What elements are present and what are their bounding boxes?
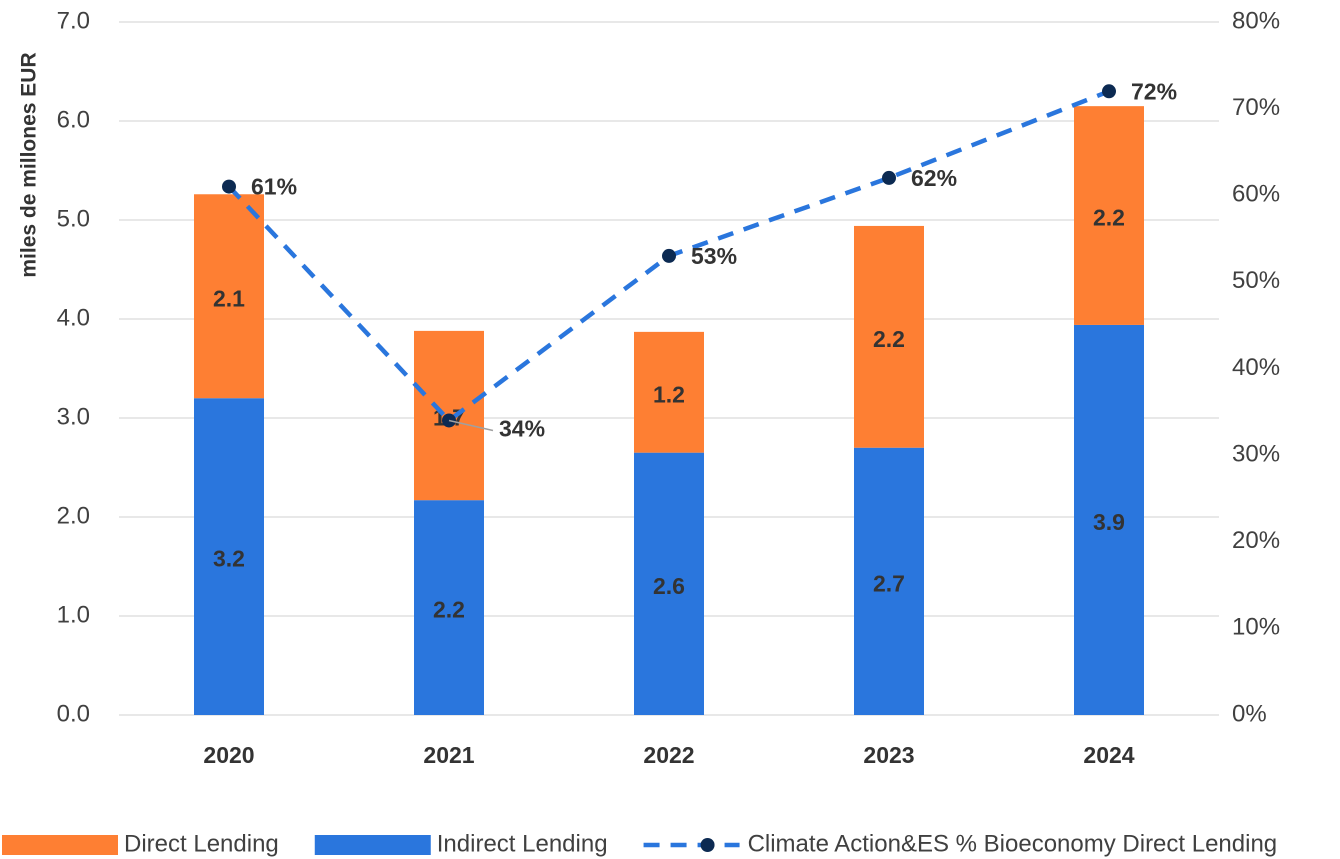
y-tick-label: 7.0: [57, 7, 90, 34]
data-label: 53%: [691, 243, 737, 269]
y2-tick-label: 40%: [1232, 354, 1280, 381]
bar: [854, 447, 924, 715]
line-marker: [1102, 84, 1116, 99]
legend-marker: [700, 838, 715, 852]
legend-label: Climate Action&ES % Bioeconomy Direct Le…: [748, 830, 1278, 857]
data-label: 72%: [1131, 78, 1177, 104]
bar: [1074, 324, 1144, 715]
y2-tick-label: 0%: [1232, 700, 1267, 727]
data-label: 62%: [911, 165, 957, 191]
y-tick-label: 5.0: [57, 205, 90, 232]
y2-tick-label: 70%: [1232, 94, 1280, 121]
y2-tick-label: 30%: [1232, 440, 1280, 467]
data-label: 2.2: [873, 326, 905, 352]
line-marker: [882, 170, 896, 185]
x-tick-label: 2024: [1083, 742, 1134, 768]
data-label: 2.6: [653, 573, 685, 599]
y-tick-label: 3.0: [57, 403, 90, 430]
line-marker: [662, 248, 676, 263]
x-tick-label: 2023: [863, 742, 914, 768]
legend-swatch: [314, 835, 431, 855]
x-tick-label: 2021: [423, 742, 474, 768]
data-label: 3.2: [213, 546, 245, 572]
bar: [194, 398, 264, 715]
y2-tick-label: 80%: [1232, 7, 1280, 34]
legend-swatch: [2, 835, 118, 855]
legend-label: Indirect Lending: [437, 830, 608, 857]
bar: [634, 452, 704, 715]
line-marker: [222, 179, 236, 194]
data-label: 34%: [499, 416, 545, 442]
data-label: 1.2: [653, 381, 685, 407]
bar: [414, 500, 484, 715]
y2-tick-label: 60%: [1232, 181, 1280, 208]
bar: [634, 331, 704, 453]
data-label: 2.7: [873, 570, 905, 596]
y-axis-label: miles de millones EUR: [18, 52, 41, 277]
y-tick-label: 6.0: [57, 106, 90, 133]
data-label: 3.9: [1093, 509, 1125, 535]
data-label: 2.2: [433, 597, 465, 623]
y-tick-label: 2.0: [57, 502, 90, 529]
y2-tick-label: 10%: [1232, 614, 1280, 641]
x-tick-label: 2022: [643, 742, 694, 768]
y-tick-label: 1.0: [57, 601, 90, 628]
data-label: 2.1: [213, 285, 245, 311]
leader-line: [448, 419, 494, 432]
bar: [194, 194, 264, 399]
bar: [854, 225, 924, 448]
data-label: 2.2: [1093, 205, 1125, 231]
legend-label: Direct Lending: [124, 830, 279, 857]
data-label: 61%: [251, 174, 297, 200]
y-tick-label: 4.0: [57, 304, 90, 331]
y-tick-label: 0.0: [57, 700, 90, 727]
y2-tick-label: 20%: [1232, 527, 1280, 554]
y2-tick-label: 50%: [1232, 267, 1280, 294]
x-tick-label: 2020: [203, 742, 254, 768]
bar: [1074, 106, 1144, 325]
